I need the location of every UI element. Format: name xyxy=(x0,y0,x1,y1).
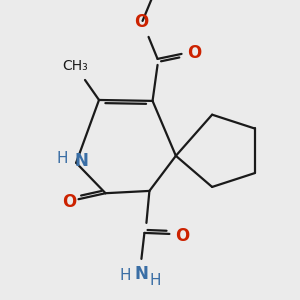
Text: O: O xyxy=(134,13,149,31)
Text: O: O xyxy=(175,227,190,245)
Text: N: N xyxy=(134,265,148,283)
Text: H: H xyxy=(120,268,131,284)
Text: N: N xyxy=(74,152,88,170)
Text: CH₃: CH₃ xyxy=(62,59,88,73)
Text: H: H xyxy=(150,273,161,288)
Text: O: O xyxy=(188,44,202,62)
Text: H: H xyxy=(56,151,68,166)
Text: O: O xyxy=(62,193,76,211)
